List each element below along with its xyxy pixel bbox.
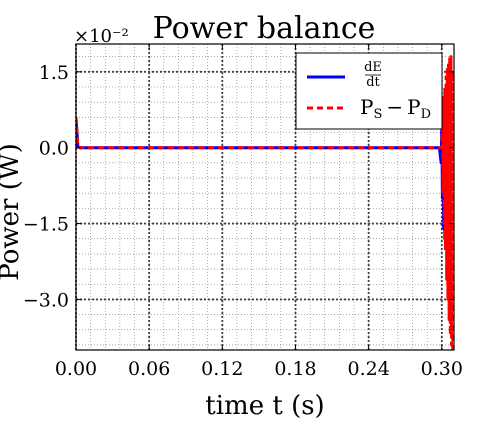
series-layer bbox=[76, 55, 454, 350]
x-tick-label: 0.18 bbox=[274, 358, 316, 380]
x-tick-label: 0.30 bbox=[421, 358, 463, 380]
legend: dE dt PS − PD bbox=[295, 52, 443, 130]
x-tick-label: 0.24 bbox=[347, 358, 389, 380]
series-line-ps_pd bbox=[76, 55, 454, 350]
x-tick-label: 0.06 bbox=[128, 358, 170, 380]
plot-frame bbox=[75, 43, 455, 351]
x-tick-label: 0.12 bbox=[201, 358, 243, 380]
chart-title: Power balance bbox=[153, 11, 376, 46]
y-axis-multiplier: ×10⁻² bbox=[74, 26, 129, 47]
ticks: 0.00 0.06 0.12 0.18 0.24 0.30 1.5 0.0 −1.5 −3.0 bbox=[23, 44, 463, 380]
y-axis-label: Power (W) bbox=[0, 143, 25, 280]
y-tick-label: 1.5 bbox=[39, 62, 69, 84]
y-tick-label: −1.5 bbox=[23, 214, 69, 236]
legend-label-dEdt-denominator: dt bbox=[366, 75, 380, 90]
y-tick-label: 0.0 bbox=[39, 138, 69, 160]
legend-label-dEdt-numerator: dE bbox=[364, 60, 382, 75]
y-tick-label: −3.0 bbox=[23, 289, 69, 311]
legend-box bbox=[295, 52, 443, 130]
x-axis-label: time t (s) bbox=[205, 391, 324, 421]
x-tick-label: 0.00 bbox=[55, 358, 97, 380]
legend-label-ps-pd: PS − PD bbox=[360, 95, 431, 122]
